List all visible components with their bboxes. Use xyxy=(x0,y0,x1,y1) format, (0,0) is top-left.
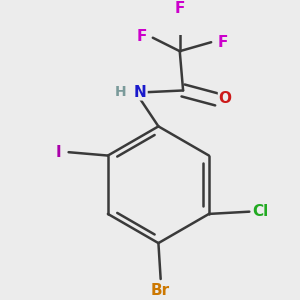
Text: H: H xyxy=(115,85,127,99)
Text: F: F xyxy=(136,29,147,44)
Text: Cl: Cl xyxy=(253,204,269,219)
Text: F: F xyxy=(217,35,228,50)
Text: O: O xyxy=(219,91,232,106)
Text: Br: Br xyxy=(151,283,170,298)
Text: N: N xyxy=(134,85,147,100)
Text: I: I xyxy=(56,145,61,160)
Text: F: F xyxy=(175,1,185,16)
